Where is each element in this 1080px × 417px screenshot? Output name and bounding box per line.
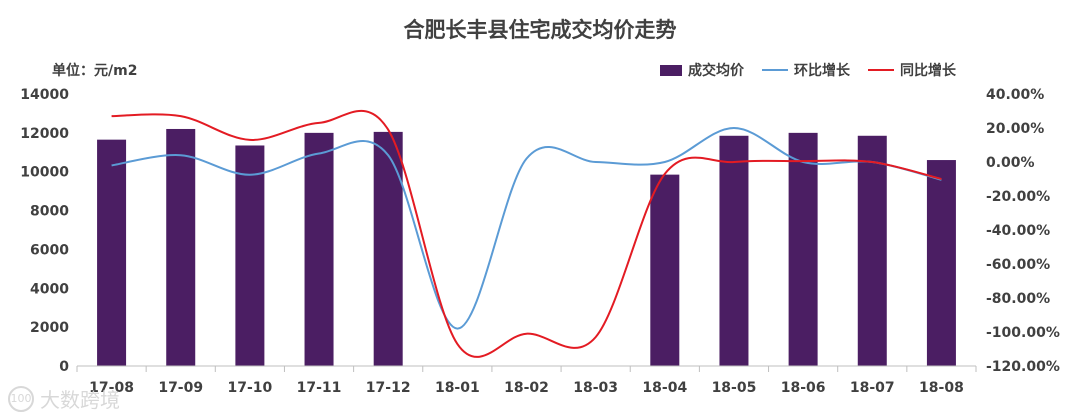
y-left-tick-label: 2000 bbox=[30, 320, 69, 336]
y-right-tick-label: -80.00% bbox=[986, 291, 1050, 307]
series-line-mom bbox=[111, 126, 942, 330]
series-line-yoy bbox=[111, 109, 942, 358]
legend-swatch-bar bbox=[660, 64, 682, 76]
x-tick-label: 18-04 bbox=[642, 380, 687, 396]
legend-swatch-mom bbox=[762, 69, 788, 71]
watermark: 100 大数跨境 bbox=[8, 384, 120, 413]
y-right-tick-label: 40.00% bbox=[986, 87, 1044, 103]
y-right-tick-label: -60.00% bbox=[986, 257, 1050, 273]
watermark-logo-icon: 100 bbox=[8, 385, 34, 412]
y-left-tick-label: 0 bbox=[59, 359, 69, 375]
y-left-tick-label: 10000 bbox=[20, 165, 69, 181]
watermark-text: 大数跨境 bbox=[40, 388, 120, 412]
legend-swatch-yoy bbox=[868, 69, 894, 71]
bar-18-07 bbox=[857, 135, 887, 366]
x-tick-label: 17-09 bbox=[158, 380, 203, 396]
x-tick-label: 17-12 bbox=[366, 380, 411, 396]
legend-label-mom: 环比增长 bbox=[794, 63, 850, 79]
y-left-tick-label: 8000 bbox=[30, 204, 69, 220]
y-right-tick-label: -40.00% bbox=[986, 223, 1050, 239]
x-tick-label: 18-05 bbox=[712, 380, 757, 396]
bar-18-06 bbox=[788, 132, 818, 366]
legend-item-bar: 成交均价 bbox=[660, 60, 744, 80]
y-left-tick-label: 12000 bbox=[20, 126, 69, 142]
y-right-tick-label: -100.00% bbox=[986, 325, 1060, 341]
bar-18-08 bbox=[926, 160, 956, 366]
bar-17-08 bbox=[97, 139, 127, 366]
x-tick-label: 17-10 bbox=[227, 380, 272, 396]
y-right-tick-label: -20.00% bbox=[986, 189, 1050, 205]
y-left-tick-label: 6000 bbox=[30, 242, 69, 258]
y-right-tick-label: -120.00% bbox=[986, 359, 1060, 375]
y-left-tick-label: 14000 bbox=[20, 87, 69, 103]
x-tick-label: 17-08 bbox=[89, 380, 134, 396]
chart-title: 合肥长丰县住宅成交均价走势 bbox=[403, 18, 677, 42]
bar-18-05 bbox=[719, 135, 749, 366]
bar-18-04 bbox=[650, 174, 680, 366]
x-tick-label: 18-06 bbox=[781, 380, 826, 396]
x-tick-label: 17-11 bbox=[297, 380, 342, 396]
unit-label: 单位：元/m2 bbox=[52, 63, 138, 79]
x-tick-label: 18-01 bbox=[435, 380, 480, 396]
legend-item-mom: 环比增长 bbox=[762, 60, 850, 80]
bar-17-10 bbox=[235, 145, 265, 366]
bar-17-12 bbox=[373, 131, 403, 366]
y-right-tick-label: 20.00% bbox=[986, 121, 1044, 137]
legend-label-bar: 成交均价 bbox=[688, 63, 744, 79]
bar-17-11 bbox=[304, 132, 334, 366]
legend: 成交均价 环比增长 同比增长 bbox=[660, 60, 974, 80]
x-tick-label: 18-08 bbox=[919, 380, 964, 396]
y-right-tick-label: 0.00% bbox=[986, 155, 1035, 171]
bar-17-09 bbox=[166, 128, 196, 366]
legend-item-yoy: 同比增长 bbox=[868, 60, 956, 80]
legend-label-yoy: 同比增长 bbox=[900, 63, 956, 79]
x-tick-label: 18-03 bbox=[573, 380, 618, 396]
y-left-tick-label: 4000 bbox=[30, 281, 69, 297]
x-tick-label: 18-07 bbox=[850, 380, 895, 396]
x-tick-label: 18-02 bbox=[504, 380, 549, 396]
